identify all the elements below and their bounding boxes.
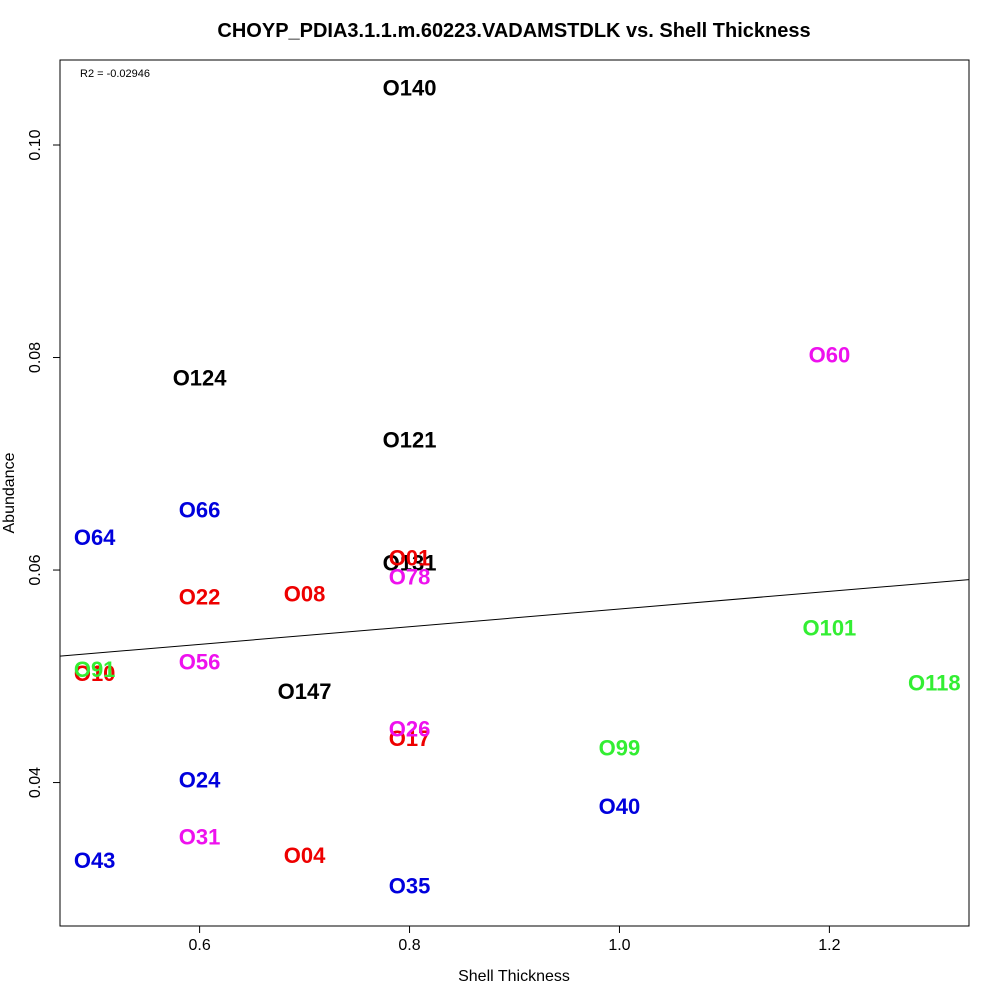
y-tick-label: 0.08: [27, 342, 44, 373]
point-label-o35: O35: [389, 874, 431, 899]
y-axis-ticks: 0.04 0.06 0.08 0.10: [27, 129, 60, 798]
y-tick-label: 0.04: [27, 767, 44, 798]
point-label-o147: O147: [278, 679, 332, 704]
point-label-o78: O78: [389, 564, 431, 589]
point-label-o04: O04: [284, 843, 326, 868]
point-label-o56: O56: [179, 649, 221, 674]
point-label-o17: O17: [389, 726, 431, 751]
point-label-o31: O31: [179, 825, 221, 850]
x-tick-label: 0.6: [188, 937, 210, 954]
point-label-o131: O131: [383, 551, 437, 576]
x-tick-label: 1.0: [608, 937, 630, 954]
chart-title: CHOYP_PDIA3.1.1.m.60223.VADAMSTDLK vs. S…: [217, 20, 810, 42]
point-label-o140: O140: [383, 76, 437, 101]
point-label-o66: O66: [179, 497, 221, 522]
point-label-o121: O121: [383, 427, 437, 452]
point-label-o43: O43: [74, 848, 116, 873]
point-label-o60: O60: [809, 342, 851, 367]
point-label-o01: O01: [389, 545, 431, 570]
point-label-o22: O22: [179, 585, 221, 610]
r2-annotation: R2 = -0.02946: [80, 68, 150, 80]
x-tick-label: 1.2: [818, 937, 840, 954]
x-axis-label: Shell Thickness: [458, 968, 570, 985]
point-label-o26: O26: [389, 716, 431, 741]
x-tick-label: 0.8: [398, 937, 420, 954]
point-label-o24: O24: [179, 767, 221, 792]
y-tick-label: 0.06: [27, 554, 44, 585]
plot-frame: [59, 59, 970, 927]
point-label-o101: O101: [802, 615, 856, 640]
point-label-o08: O08: [284, 581, 326, 606]
point-label-o99: O99: [599, 735, 641, 760]
y-tick-label: 0.10: [27, 129, 44, 160]
regression-line: [59, 579, 970, 657]
point-label-o124: O124: [173, 366, 228, 391]
point-label-o10: O10: [74, 661, 116, 686]
point-label-o118: O118: [908, 671, 961, 696]
data-point-labels: O140 O124 O121 O131 O147 O66 O64 O24 O43 O35 O40 O0…: [74, 76, 961, 899]
x-axis-ticks: 0.6 0.8 1.0 1.2: [188, 926, 841, 954]
point-label-o64: O64: [74, 525, 116, 550]
y-axis-label: Abundance: [1, 452, 18, 533]
point-label-o91: O91: [74, 657, 116, 682]
point-label-o40: O40: [599, 794, 641, 819]
